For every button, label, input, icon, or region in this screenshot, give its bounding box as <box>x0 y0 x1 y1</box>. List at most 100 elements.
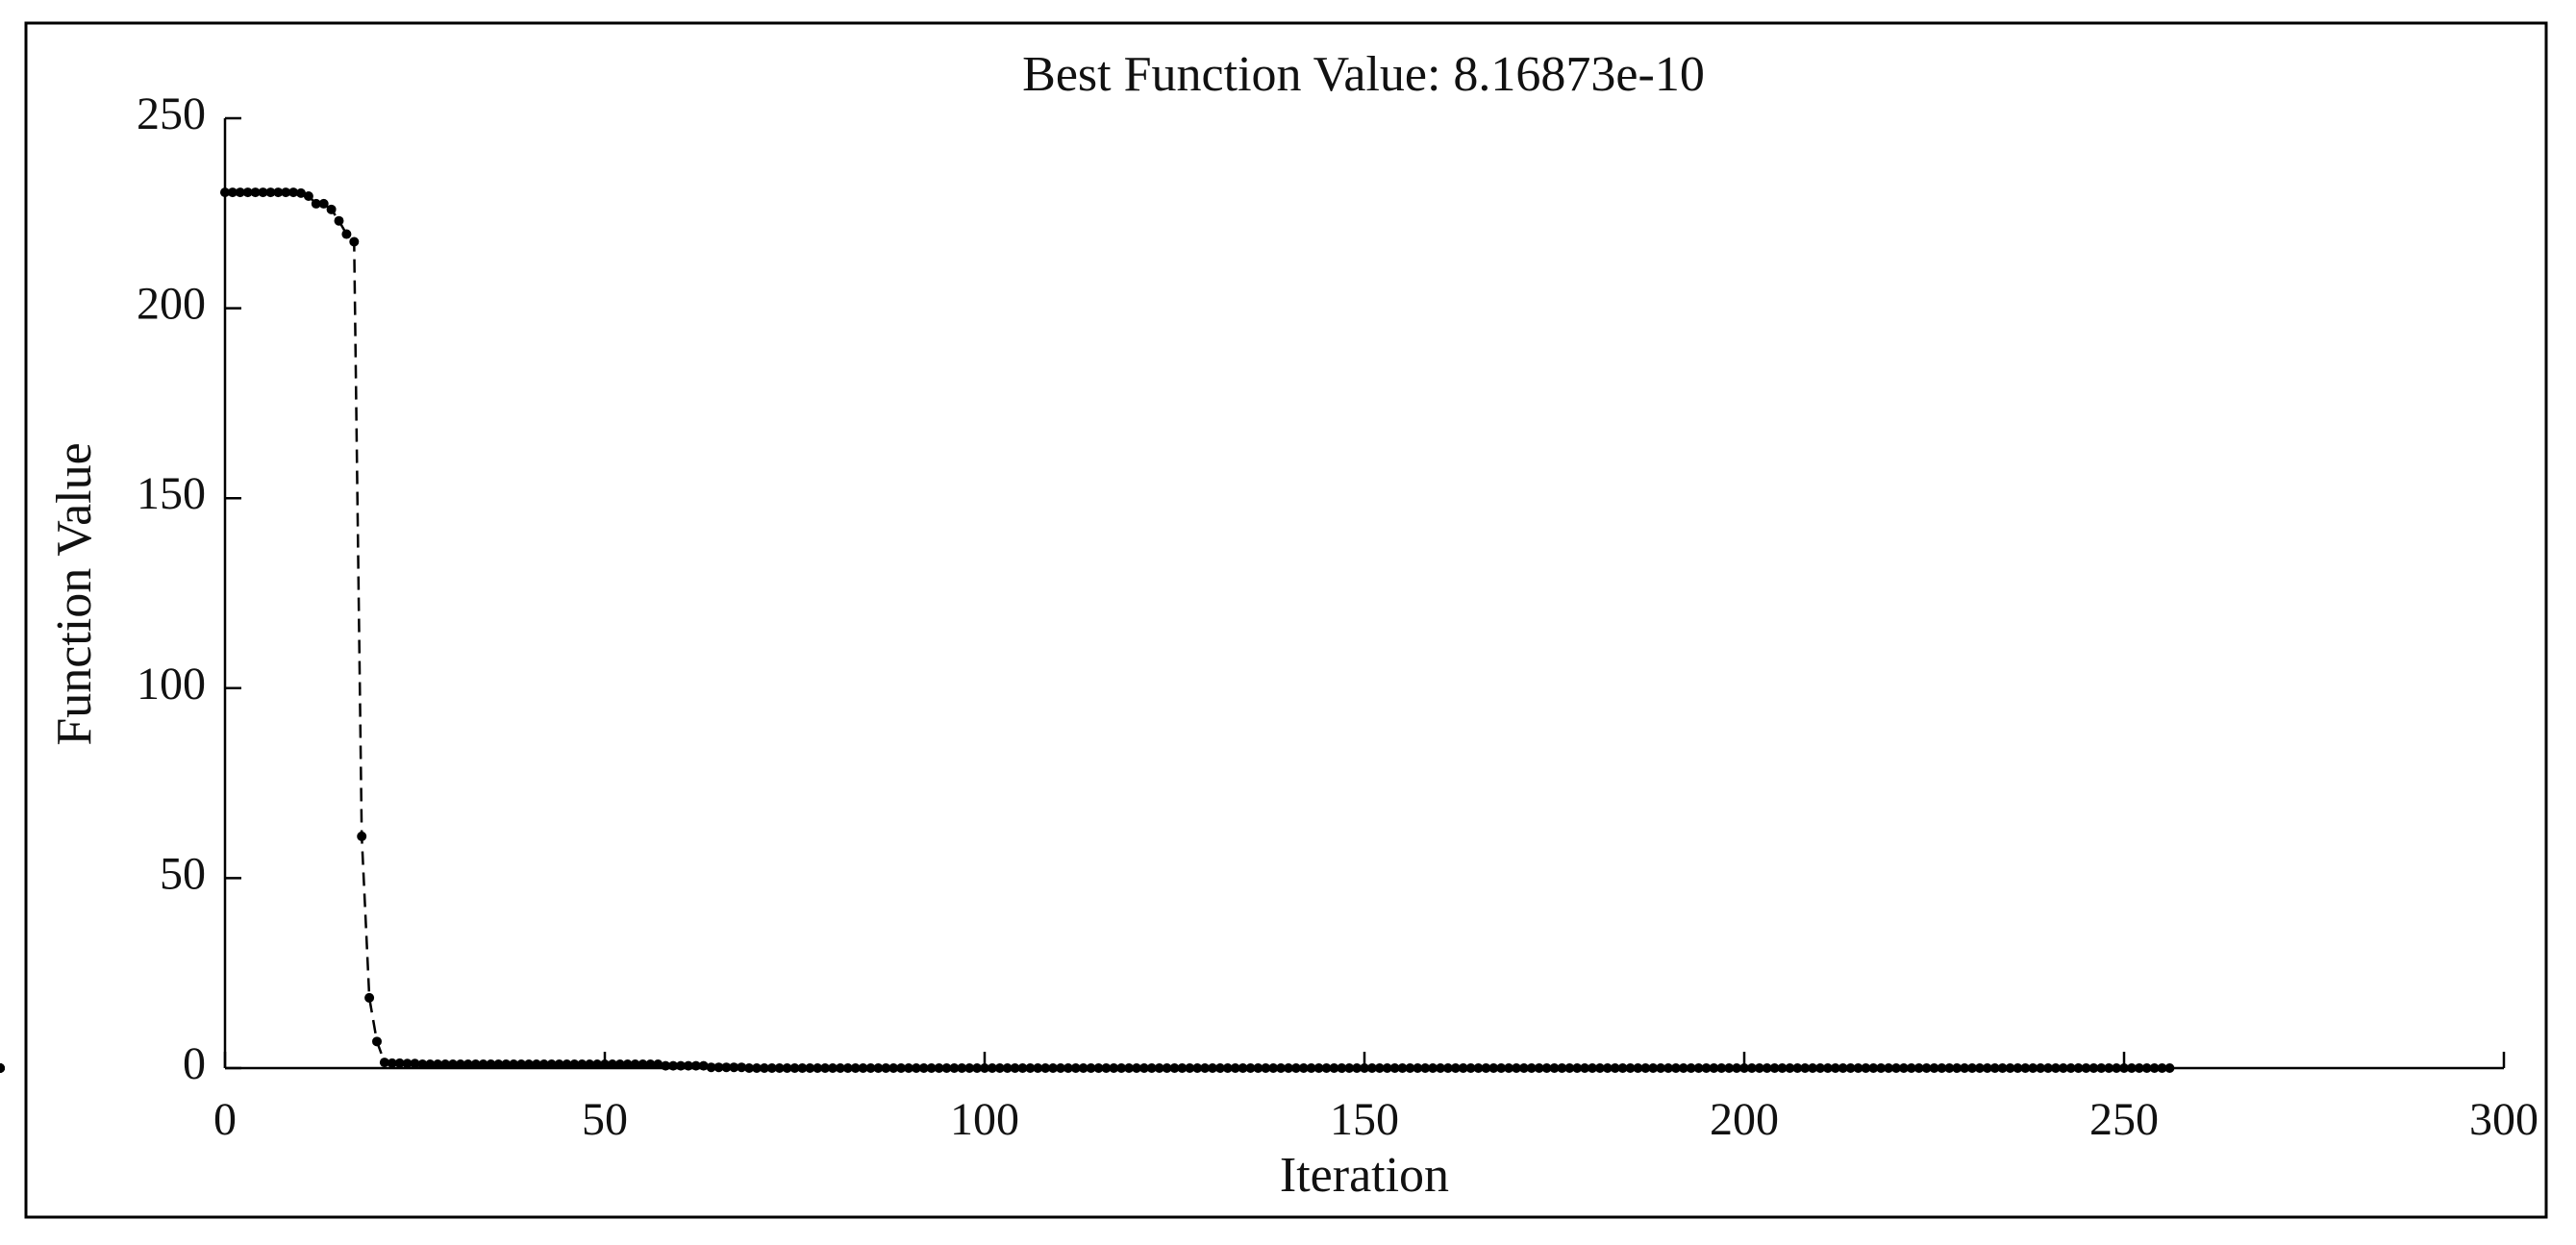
marker <box>554 1059 564 1070</box>
marker <box>509 1059 519 1070</box>
marker <box>2036 1063 2046 1073</box>
marker <box>1580 1063 1590 1073</box>
marker <box>585 1059 595 1070</box>
marker <box>1245 1063 1256 1073</box>
marker <box>1686 1063 1696 1073</box>
marker <box>904 1063 913 1073</box>
marker <box>1093 1063 1104 1073</box>
marker <box>1360 1063 1369 1073</box>
chart-title: Best Function Value: 8.16873e-10 <box>1022 47 1705 102</box>
marker <box>1739 1063 1749 1073</box>
x-axis-label: Iteration <box>1280 1148 1449 1203</box>
marker <box>1610 1063 1620 1073</box>
marker <box>265 187 276 198</box>
marker <box>1785 1063 1795 1073</box>
marker <box>1313 1063 1324 1073</box>
marker <box>258 187 268 198</box>
marker <box>1284 1063 1293 1073</box>
marker <box>1442 1063 1453 1073</box>
marker <box>1512 1063 1521 1073</box>
marker <box>1952 1063 1963 1073</box>
marker <box>538 1059 549 1070</box>
marker <box>1405 1063 1415 1073</box>
marker <box>1222 1063 1233 1073</box>
marker <box>949 1063 960 1073</box>
marker <box>1192 1063 1203 1073</box>
marker <box>1366 1063 1377 1073</box>
marker <box>1048 1063 1059 1073</box>
marker <box>1648 1063 1659 1073</box>
marker <box>858 1063 868 1073</box>
marker <box>1557 1063 1567 1073</box>
x-tick-label: 300 <box>2469 1094 2538 1145</box>
marker <box>941 1063 952 1073</box>
y-tick-label: 200 <box>137 279 206 330</box>
marker <box>1253 1063 1263 1073</box>
marker <box>1473 1063 1484 1073</box>
marker <box>2164 1063 2175 1073</box>
marker <box>1496 1063 1507 1073</box>
x-tick-label: 150 <box>1330 1094 1399 1145</box>
marker <box>357 831 367 841</box>
marker <box>842 1063 853 1073</box>
line <box>225 190 2170 1070</box>
marker <box>1815 1063 1825 1073</box>
marker <box>1944 1063 1955 1073</box>
marker <box>1056 1063 1065 1073</box>
marker <box>364 992 375 1003</box>
marker <box>1709 1063 1719 1073</box>
marker <box>1086 1063 1096 1073</box>
marker <box>220 187 230 198</box>
marker <box>645 1059 656 1070</box>
marker <box>820 1063 831 1073</box>
marker <box>1830 1063 1840 1073</box>
marker <box>653 1059 663 1070</box>
marker <box>1420 1063 1431 1073</box>
marker <box>828 1063 838 1073</box>
marker <box>288 187 299 198</box>
marker <box>1564 1063 1575 1073</box>
marker <box>1200 1063 1211 1073</box>
marker <box>303 191 313 202</box>
marker <box>622 1059 633 1070</box>
marker <box>2104 1063 2114 1073</box>
marker <box>1876 1063 1887 1073</box>
marker <box>1937 1063 1947 1073</box>
marker <box>888 1063 899 1073</box>
marker <box>737 1062 747 1073</box>
marker <box>235 187 245 198</box>
marker <box>797 1063 808 1073</box>
marker <box>250 187 261 198</box>
marker <box>600 1059 610 1070</box>
marker <box>1450 1063 1461 1073</box>
x-tick-label: 200 <box>1710 1094 1779 1145</box>
marker <box>318 198 329 209</box>
marker <box>227 187 238 198</box>
marker <box>1017 1063 1028 1073</box>
marker <box>486 1059 496 1070</box>
marker <box>1602 1063 1613 1073</box>
marker <box>782 1063 792 1073</box>
marker <box>721 1062 732 1073</box>
marker <box>1070 1063 1081 1073</box>
marker <box>470 1059 481 1070</box>
marker <box>1724 1063 1735 1073</box>
marker <box>311 198 321 209</box>
marker <box>1777 1063 1788 1073</box>
marker <box>425 1059 436 1070</box>
marker <box>2043 1063 2053 1073</box>
marker <box>873 1063 884 1073</box>
marker <box>592 1059 603 1070</box>
marker <box>1002 1063 1013 1073</box>
marker <box>1397 1063 1408 1073</box>
marker <box>1352 1063 1363 1073</box>
marker <box>1974 1063 1985 1073</box>
marker <box>1169 1063 1180 1073</box>
marker <box>1116 1063 1127 1073</box>
marker <box>1413 1063 1423 1073</box>
marker <box>1678 1063 1688 1073</box>
marker <box>1146 1063 1157 1073</box>
marker <box>1230 1063 1240 1073</box>
marker <box>1162 1063 1172 1073</box>
